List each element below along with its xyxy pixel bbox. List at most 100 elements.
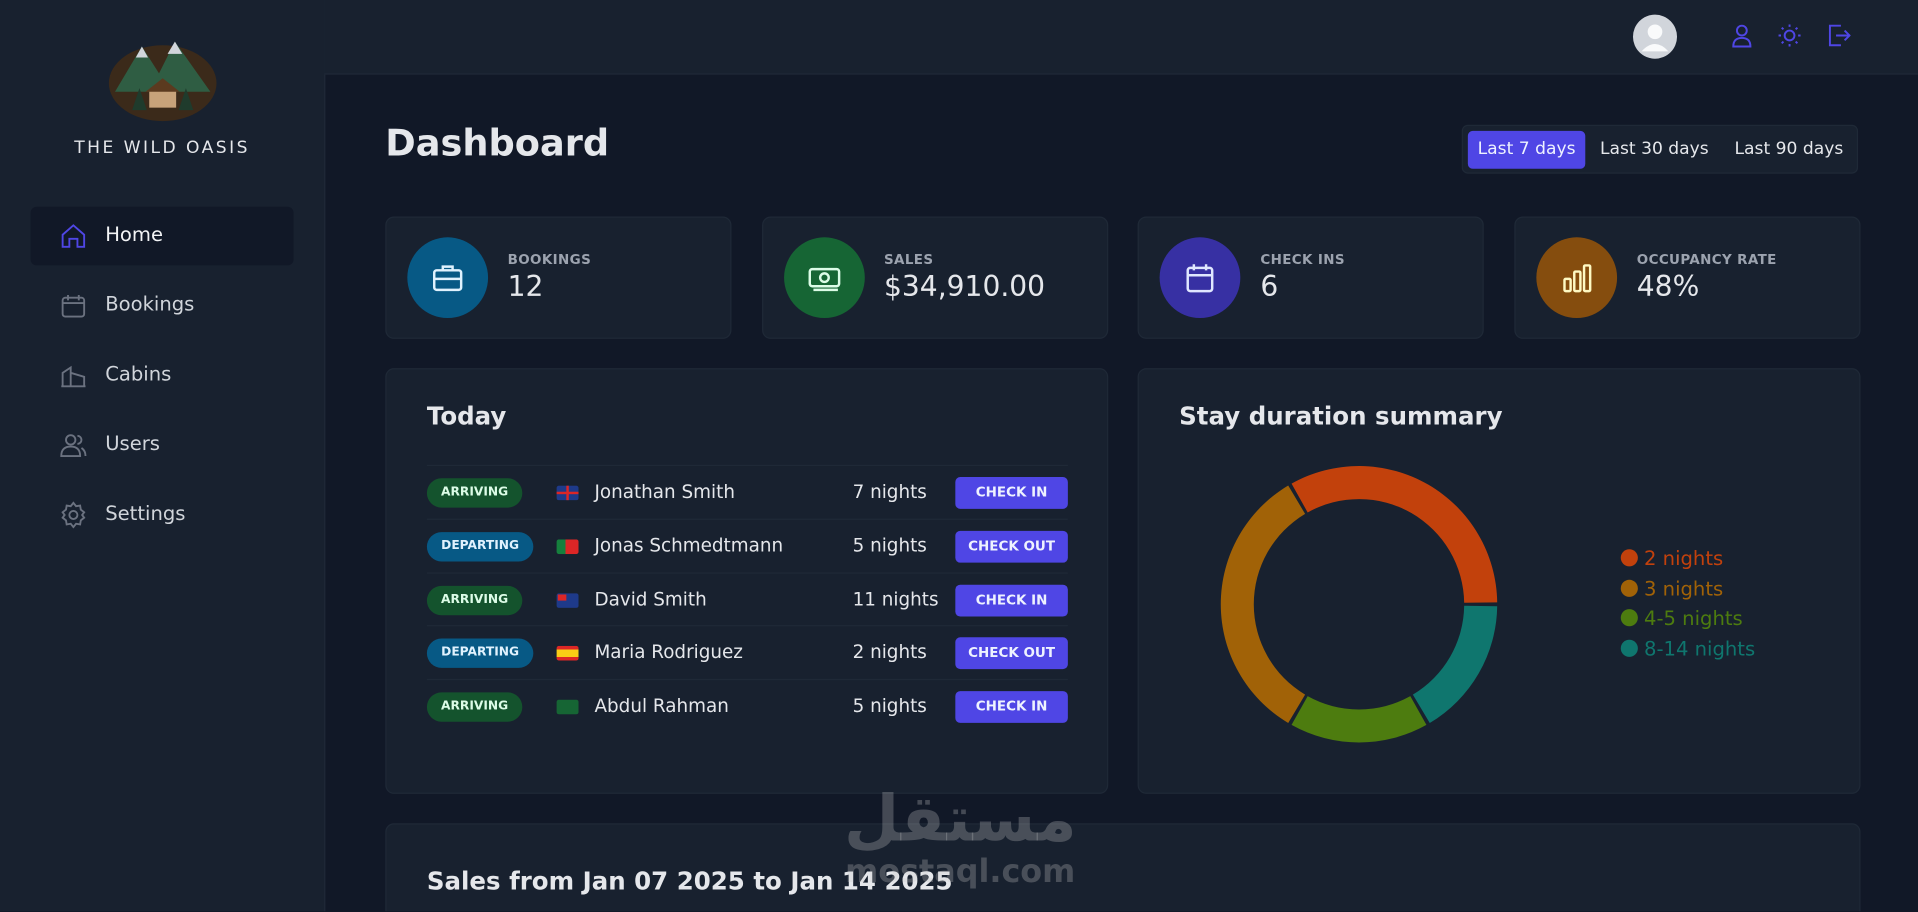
nav-label: Home: [105, 222, 163, 246]
nav-item[interactable]: Cabins: [31, 346, 294, 405]
page-title: Dashboard: [385, 122, 610, 166]
activity-row: ARRIVING David Smith 11 nights CHECK IN: [426, 571, 1068, 627]
avatar[interactable]: [1632, 13, 1678, 59]
legend-item: 3 nights: [1620, 576, 1724, 600]
activity-row: ARRIVING Abdul Rahman 5 nights CHECK IN: [426, 679, 1068, 734]
nav-label: Settings: [105, 501, 186, 525]
legend-label: 3 nights: [1643, 576, 1724, 600]
nav-label: Bookings: [105, 292, 195, 316]
activity-row: ARRIVING Jonathan Smith 7 nights CHECK IN: [426, 464, 1068, 520]
nav-icon: [61, 224, 86, 248]
logo: [108, 41, 217, 122]
nav-icon: [61, 295, 86, 318]
nav-item[interactable]: Settings: [31, 486, 294, 545]
nav-label: Users: [105, 431, 161, 456]
panel-title: Sales from Jan 07 2025 to Jan 14 2025: [426, 866, 953, 896]
action-button[interactable]: CHECK IN: [955, 584, 1068, 617]
stat-label: BOOKINGS: [507, 251, 592, 268]
action-button[interactable]: CHECK OUT: [955, 637, 1068, 670]
stay-length: 7 nights: [852, 480, 927, 503]
logout-icon[interactable]: [1826, 23, 1851, 47]
chart-title: Stay duration summary: [1179, 401, 1503, 431]
status-badge: DEPARTING: [426, 638, 534, 669]
date-filter: Last 7 days Last 30 days Last 90 days: [1461, 124, 1859, 174]
stat-icon: [1160, 237, 1241, 319]
stat-card: BOOKINGS 12: [385, 216, 732, 339]
country-flag: [556, 699, 579, 715]
icon: [1563, 264, 1592, 293]
icon: [433, 265, 463, 292]
stat-icon: [407, 237, 489, 319]
account-icon[interactable]: [1730, 23, 1754, 48]
filter-option[interactable]: Last 90 days: [1734, 139, 1844, 160]
country-flag: [556, 539, 579, 554]
watermark: مستقل: [844, 782, 1077, 857]
legend-item: 4-5 nights: [1620, 606, 1743, 630]
stat-card: SALES $34,910.00: [761, 216, 1108, 339]
guest-name: Maria Rodriguez: [594, 641, 743, 664]
guest-name: Abdul Rahman: [594, 695, 729, 718]
stay-length: 5 nights: [852, 534, 927, 557]
stat-value: 6: [1260, 271, 1279, 304]
activity-row: DEPARTING Jonas Schmedtmann 5 nights CHECK …: [426, 518, 1068, 573]
legend-label: 8-14 nights: [1643, 636, 1756, 660]
stat-value: $34,910.00: [883, 271, 1046, 304]
top-bar: [324, 0, 1918, 75]
stat-label: CHECK INS: [1260, 251, 1345, 268]
donut-chart: [1220, 466, 1498, 743]
legend-swatch: [1620, 639, 1638, 657]
nav-item[interactable]: Users: [31, 416, 294, 475]
legend-swatch: [1620, 549, 1638, 567]
nav-icon: [61, 365, 86, 388]
stat-label: OCCUPANCY RATE: [1636, 251, 1777, 268]
stay-length: 5 nights: [852, 695, 927, 718]
country-flag: [556, 646, 579, 662]
filter-option[interactable]: Last 30 days: [1599, 139, 1709, 160]
legend-item: 8-14 nights: [1620, 636, 1756, 660]
donut-slice: [1291, 466, 1498, 603]
action-button[interactable]: CHECK OUT: [955, 530, 1068, 563]
legend-label: 2 nights: [1643, 546, 1724, 571]
stat-icon: [783, 237, 865, 319]
icon: [1186, 264, 1214, 293]
stay-length: 2 nights: [852, 641, 927, 664]
guest-name: Jonas Schmedtmann: [594, 534, 784, 557]
donut-slice: [1220, 485, 1306, 723]
chart-panel: Stay duration summary 2 nights 3 nights 4-…: [1137, 368, 1861, 794]
nav-item[interactable]: Bookings: [31, 276, 294, 335]
stay-length: 11 nights: [852, 587, 939, 610]
guest-name: David Smith: [594, 587, 707, 610]
legend-label: 4-5 nights: [1643, 606, 1743, 630]
stat-label: SALES: [883, 251, 934, 268]
icon: [808, 267, 840, 292]
status-badge: ARRIVING: [426, 692, 523, 722]
stat-card: OCCUPANCY RATE 48%: [1514, 216, 1861, 339]
sales-panel: Sales from Jan 07 2025 to Jan 14 2025: [385, 823, 1861, 912]
today-panel: Today ARRIVING Jonathan Smith 7 nights CHEC…: [385, 368, 1109, 794]
watermark: mostaql.com: [845, 853, 1076, 891]
filter-option[interactable]: Last 7 days: [1467, 130, 1586, 169]
stat-icon: [1536, 237, 1618, 319]
country-flag: [556, 485, 579, 501]
theme-toggle[interactable]: [1777, 23, 1801, 47]
action-button[interactable]: CHECK IN: [955, 691, 1068, 724]
nav-item[interactable]: Home: [30, 206, 294, 266]
nav-icon: [61, 501, 86, 529]
stat-card: CHECK INS 6: [1138, 216, 1485, 339]
legend-swatch: [1620, 579, 1638, 597]
donut-slice: [1412, 605, 1498, 723]
status-badge: ARRIVING: [426, 585, 523, 615]
brand-name: THE WILD OASIS: [74, 138, 250, 158]
sidebar: THE WILD OASIS Home Bookings Cabins Users Se…: [0, 0, 326, 912]
legend-item: 2 nights: [1620, 546, 1724, 571]
action-button[interactable]: CHECK IN: [955, 477, 1068, 509]
panel-title: Today: [426, 401, 507, 431]
activity-row: DEPARTING Maria Rodriguez 2 nights CHECK OU…: [426, 625, 1068, 681]
nav-icon: [60, 434, 87, 457]
guest-name: Jonathan Smith: [594, 480, 735, 503]
stat-value: 12: [507, 271, 544, 304]
legend-swatch: [1620, 609, 1638, 627]
